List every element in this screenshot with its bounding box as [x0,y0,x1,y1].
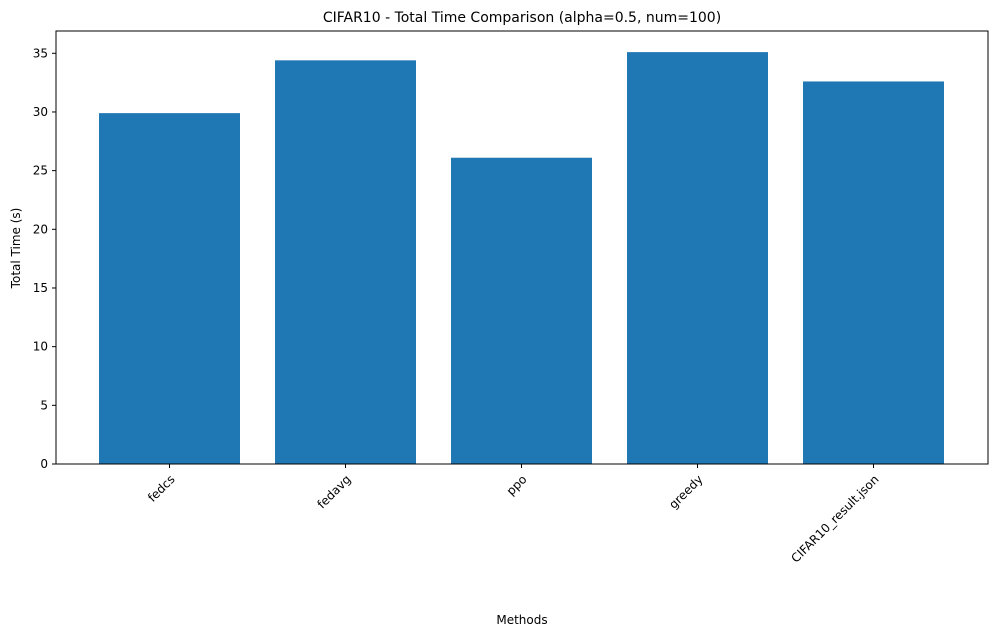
y-axis-label: Total Time (s) [9,208,23,290]
bar-fedcs [99,113,240,464]
x-tick-label: ppo [504,472,530,498]
y-tick-label: 20 [33,222,48,236]
x-tick-label: CIFAR10_result.json [788,472,881,565]
plot-area: fedcs fedavg ppo greedy CIFAR10_result.json 0… [33,46,944,565]
y-tick-label: 10 [33,340,48,354]
bar-cifar10-result-json [803,81,944,465]
bar-fedavg [275,60,416,465]
y-tick-label: 15 [33,281,48,295]
x-tick-label: fedavg [315,472,354,511]
y-tick-label: 35 [33,46,48,60]
y-tick-label: 0 [40,457,48,471]
y-tick-label: 30 [33,105,48,119]
axes-frame [55,30,989,465]
x-tick-label: fedcs [145,472,178,505]
y-tick-label: 25 [33,164,48,178]
chart-title: CIFAR10 - Total Time Comparison (alpha=0… [323,10,721,26]
bar-ppo [451,157,592,465]
y-tick-label: 5 [40,398,48,412]
x-axis-label: Methods [496,613,547,627]
x-tick-label: greedy [666,472,705,511]
bar-greedy [627,52,768,465]
